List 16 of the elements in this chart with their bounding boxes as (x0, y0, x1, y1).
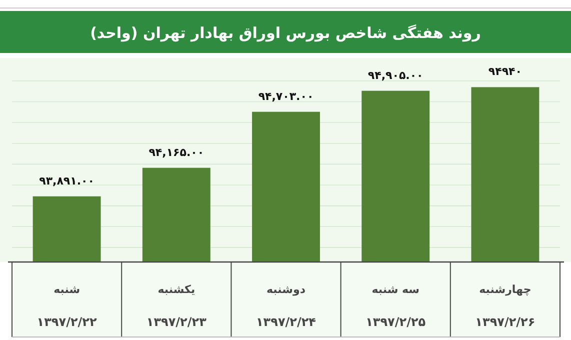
text: ۱۳۹۷/۲/۲۴ (256, 315, 316, 329)
text: ۱۳۹۷/۲/۲۶ (475, 315, 536, 329)
x-tick-label: یکشنبه (158, 283, 196, 296)
data-label: ۹۴,۱۶۵.۰۰ (148, 146, 204, 159)
data-label: ۹۴,۷۰۳.۰۰ (258, 90, 314, 103)
data-label: ۹۳,۸۹۱.۰۰ (39, 174, 94, 188)
x-tick-label: سه شنبه (372, 283, 420, 296)
x-tick-label: دوشنبه (266, 283, 306, 296)
x-tick-label: چهارشنبه (479, 283, 532, 296)
chart-title: روند هفتگی شاخص بورس اوراق بهادار تهران (واحد) (90, 24, 481, 42)
data-label: ۹۴,۹۰۵.۰۰ (368, 68, 424, 82)
data-label: ۹۴۹۴۰ (488, 65, 522, 78)
text: ۱۳۹۷/۲/۲۵ (366, 315, 426, 329)
text: ۱۳۹۷/۲/۲۲ (36, 315, 98, 329)
x-tick-label: شنبه (54, 283, 80, 296)
text: ۱۳۹۷/۲/۲۳ (146, 315, 208, 329)
